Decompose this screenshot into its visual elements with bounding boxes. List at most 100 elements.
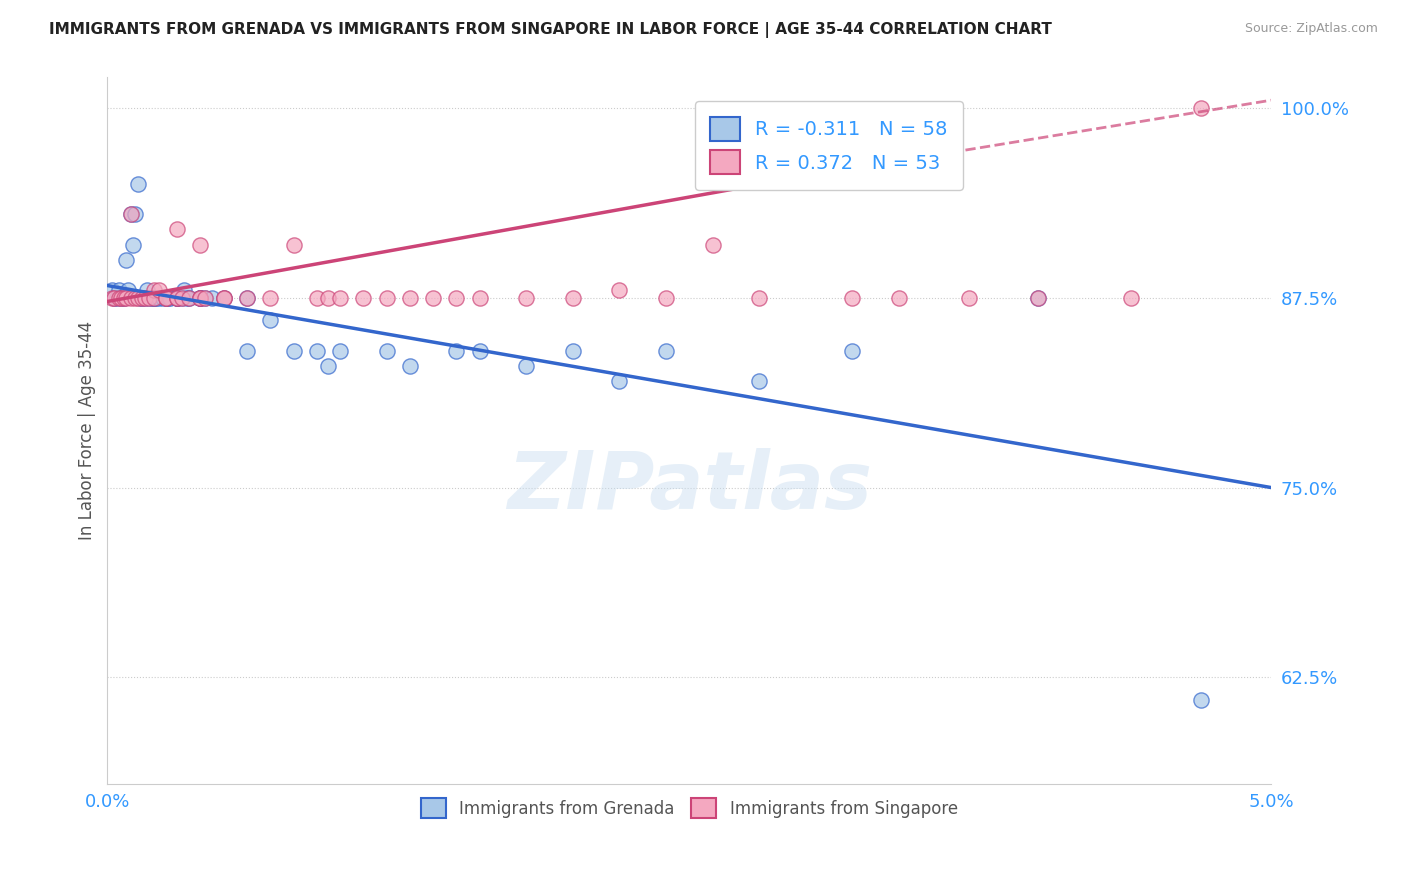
Point	[1028, 291, 1050, 305]
Point	[166, 291, 188, 305]
Point	[152, 291, 174, 305]
Point	[108, 283, 131, 297]
Point	[170, 291, 193, 305]
Point	[515, 291, 537, 305]
Point	[212, 291, 235, 305]
Point	[142, 291, 165, 305]
Point	[212, 291, 235, 305]
Point	[399, 359, 422, 373]
Point	[108, 291, 131, 305]
Y-axis label: In Labor Force | Age 35-44: In Labor Force | Age 35-44	[79, 321, 96, 541]
Point	[655, 343, 678, 358]
Point	[155, 291, 177, 305]
Point	[103, 291, 125, 305]
Point	[120, 291, 142, 305]
Point	[166, 222, 188, 236]
Point	[515, 359, 537, 373]
Point	[120, 207, 142, 221]
Point	[170, 291, 193, 305]
Point	[446, 291, 468, 305]
Point	[173, 283, 195, 297]
Point	[131, 291, 153, 305]
Point	[134, 291, 156, 305]
Point	[446, 343, 468, 358]
Point	[190, 237, 212, 252]
Point	[212, 291, 235, 305]
Text: ZIPatlas: ZIPatlas	[506, 448, 872, 526]
Point	[236, 291, 259, 305]
Point	[176, 291, 198, 305]
Point	[468, 291, 491, 305]
Point	[259, 291, 281, 305]
Point	[115, 252, 138, 267]
Point	[259, 313, 281, 327]
Point	[148, 291, 170, 305]
Point	[399, 291, 422, 305]
Point	[141, 291, 163, 305]
Point	[194, 291, 217, 305]
Point	[609, 374, 631, 388]
Point	[957, 291, 980, 305]
Point	[127, 177, 149, 191]
Point	[112, 291, 135, 305]
Point	[142, 283, 165, 297]
Point	[101, 283, 124, 297]
Point	[134, 291, 156, 305]
Point	[887, 291, 910, 305]
Point	[468, 343, 491, 358]
Point	[1121, 291, 1143, 305]
Point	[156, 291, 179, 305]
Point	[142, 291, 165, 305]
Point	[166, 291, 188, 305]
Point	[110, 291, 132, 305]
Point	[115, 291, 138, 305]
Point	[748, 291, 770, 305]
Point	[841, 291, 863, 305]
Point	[841, 343, 863, 358]
Point	[375, 343, 398, 358]
Point	[318, 359, 340, 373]
Point	[124, 207, 146, 221]
Point	[748, 374, 770, 388]
Point	[136, 283, 159, 297]
Point	[105, 291, 128, 305]
Point	[129, 291, 152, 305]
Point	[655, 291, 678, 305]
Point	[120, 207, 142, 221]
Point	[190, 291, 212, 305]
Point	[283, 343, 305, 358]
Point	[155, 291, 177, 305]
Point	[177, 291, 200, 305]
Point	[305, 343, 328, 358]
Point	[352, 291, 374, 305]
Point	[159, 291, 181, 305]
Point	[190, 291, 212, 305]
Point	[201, 291, 224, 305]
Point	[305, 291, 328, 305]
Point	[117, 283, 139, 297]
Legend: Immigrants from Grenada, Immigrants from Singapore: Immigrants from Grenada, Immigrants from…	[415, 791, 965, 825]
Point	[145, 291, 167, 305]
Point	[124, 291, 146, 305]
Point	[110, 291, 132, 305]
Point	[148, 283, 170, 297]
Point	[142, 291, 165, 305]
Point	[101, 291, 124, 305]
Point	[190, 291, 212, 305]
Point	[283, 237, 305, 252]
Point	[155, 291, 177, 305]
Point	[127, 291, 149, 305]
Point	[236, 343, 259, 358]
Point	[131, 291, 153, 305]
Point	[702, 237, 724, 252]
Point	[561, 291, 583, 305]
Point	[112, 291, 135, 305]
Point	[422, 291, 444, 305]
Text: IMMIGRANTS FROM GRENADA VS IMMIGRANTS FROM SINGAPORE IN LABOR FORCE | AGE 35-44 : IMMIGRANTS FROM GRENADA VS IMMIGRANTS FR…	[49, 22, 1052, 38]
Point	[138, 291, 160, 305]
Point	[1189, 693, 1212, 707]
Point	[329, 291, 352, 305]
Point	[166, 291, 188, 305]
Point	[1189, 101, 1212, 115]
Point	[190, 291, 212, 305]
